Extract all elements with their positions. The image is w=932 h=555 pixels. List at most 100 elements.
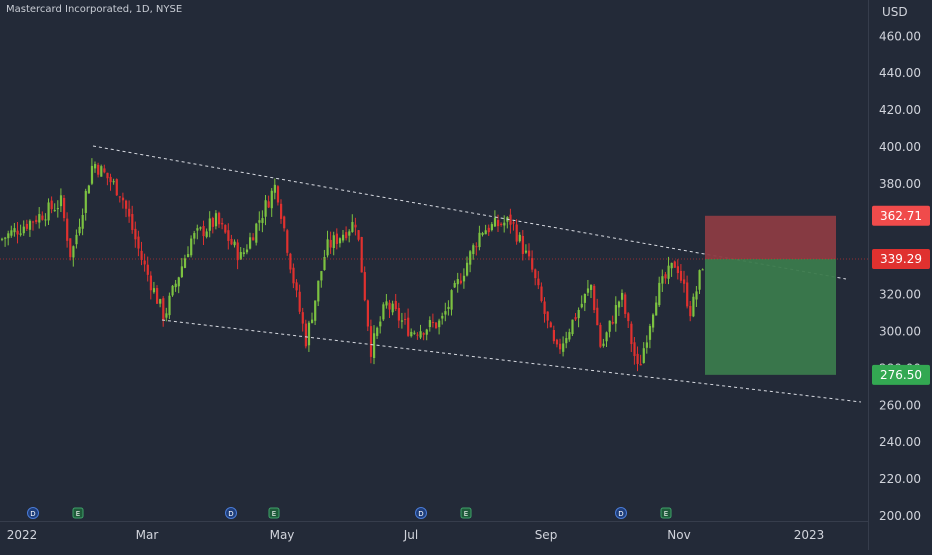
candle-body — [25, 223, 28, 229]
y-tick-label: 200.00 — [879, 509, 921, 523]
dividend-marker[interactable]: D — [415, 507, 427, 519]
dividend-marker[interactable]: D — [27, 507, 39, 519]
candle-body — [512, 222, 515, 224]
candle-body — [602, 343, 605, 346]
candle-body — [221, 222, 224, 225]
candle-body — [543, 301, 546, 314]
candle-body — [357, 230, 360, 240]
candle-body — [404, 319, 407, 321]
candle-body — [7, 233, 10, 239]
earnings-marker[interactable]: E — [268, 507, 280, 519]
candle-body — [168, 295, 171, 316]
earnings-marker[interactable]: E — [72, 507, 84, 519]
candle-body — [314, 300, 317, 321]
candle-body — [534, 269, 537, 279]
x-tick-label: 2022 — [7, 528, 38, 542]
event-marker-letter: E — [664, 510, 668, 518]
candle-body — [453, 282, 456, 288]
candlestick-series — [1, 158, 704, 372]
candle-body — [614, 305, 617, 324]
candle-body — [701, 269, 704, 271]
candle-body — [621, 292, 624, 300]
candle-body — [549, 322, 552, 328]
x-axis: 2022 Mar May Jul Sep Nov 2023 — [7, 528, 825, 542]
candle-body — [369, 326, 373, 357]
candle-body — [261, 218, 264, 223]
earnings-marker[interactable]: E — [460, 507, 472, 519]
candle-body — [174, 283, 177, 288]
candle-body — [286, 230, 289, 253]
candle-body — [270, 190, 273, 209]
candle-body — [400, 320, 404, 322]
candle-body — [472, 245, 475, 255]
dividend-marker[interactable]: D — [225, 507, 237, 519]
candle-body — [583, 293, 586, 303]
stop-loss-zone[interactable] — [705, 215, 836, 259]
candle-body — [385, 301, 388, 306]
candle-body — [466, 262, 469, 276]
take-profit-zone[interactable] — [705, 259, 836, 375]
y-tick-label: 380.00 — [879, 177, 921, 191]
candle-body — [53, 210, 56, 212]
candle-body — [137, 236, 140, 249]
candle-body — [109, 176, 112, 183]
candle-body — [90, 165, 94, 184]
candle-body — [224, 225, 227, 233]
y-tick-label: 420.00 — [879, 103, 921, 117]
candle-body — [521, 235, 524, 254]
currency-label: USD — [882, 5, 908, 19]
candle-body — [273, 184, 276, 193]
candle-body — [574, 317, 577, 320]
event-marker-letter: E — [76, 510, 80, 518]
candle-body — [258, 220, 261, 223]
candle-body — [118, 196, 121, 198]
candle-body — [298, 291, 301, 312]
candle-body — [171, 285, 174, 296]
earnings-marker[interactable]: E — [660, 507, 672, 519]
candle-body — [462, 275, 466, 282]
candle-body — [103, 168, 106, 173]
candle-body — [670, 262, 673, 269]
candle-body — [66, 218, 69, 241]
candle-body — [441, 315, 444, 319]
candle-body — [425, 329, 428, 335]
y-tick-label: 300.00 — [879, 324, 921, 338]
candle-body — [388, 302, 391, 310]
candle-body — [673, 261, 676, 268]
candle-body — [249, 237, 252, 249]
candle-body — [596, 307, 599, 326]
candle-body — [413, 332, 416, 334]
candle-body — [487, 227, 490, 233]
candle-body — [63, 197, 66, 219]
candle-body — [81, 215, 84, 229]
candle-body — [301, 312, 304, 324]
candle-body — [239, 252, 242, 260]
candle-body — [183, 258, 187, 268]
candle-body — [193, 233, 196, 239]
entry-price-tag — [872, 249, 930, 269]
event-marker-letter: E — [272, 510, 276, 518]
candle-body — [611, 321, 614, 324]
x-tick-label: Sep — [535, 528, 558, 542]
price-axis[interactable]: USD 460.00440.00420.00400.00380.00360.00… — [868, 0, 932, 550]
stop-price-tag-label: 362.71 — [880, 209, 922, 223]
candle-body — [97, 164, 100, 175]
candle-body — [245, 249, 249, 253]
candle-body — [233, 241, 236, 246]
candle-body — [41, 215, 44, 220]
candle-body — [72, 246, 75, 258]
candle-body — [134, 228, 137, 240]
candle-body — [56, 208, 59, 210]
long-position-tool[interactable] — [0, 215, 868, 375]
candle-body — [295, 282, 298, 291]
y-ticks: 460.00440.00420.00400.00380.00360.00340.… — [879, 29, 921, 523]
dividend-marker[interactable]: D — [615, 507, 627, 519]
candle-body — [267, 201, 270, 208]
candle-body — [125, 200, 128, 209]
candle-body — [304, 323, 307, 347]
candle-body — [10, 230, 13, 236]
candle-body — [320, 271, 323, 281]
candle-body — [156, 288, 159, 304]
